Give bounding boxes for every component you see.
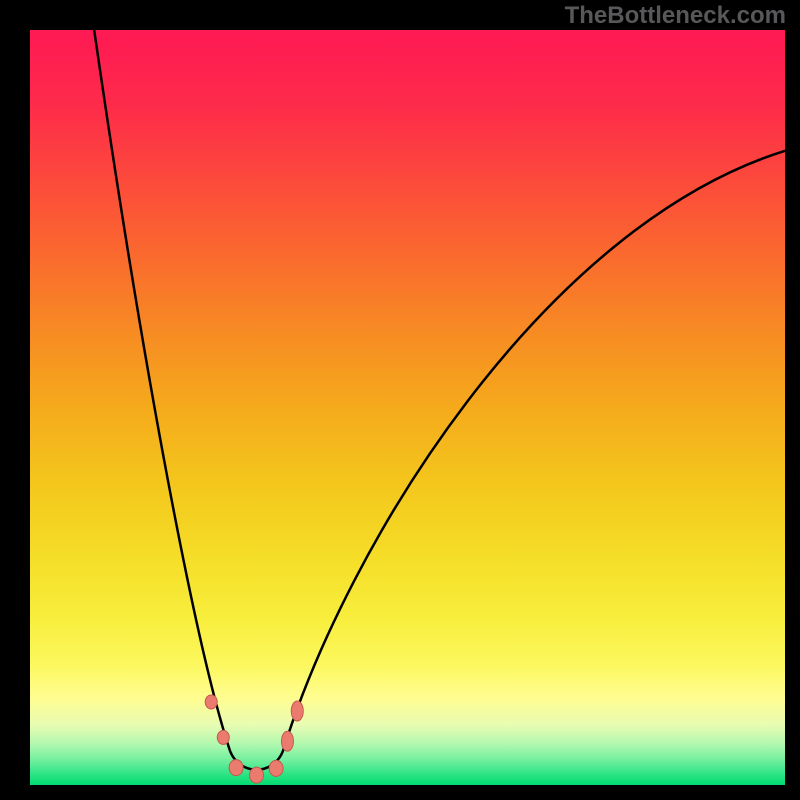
curve-marker xyxy=(217,730,229,744)
watermark-text: TheBottleneck.com xyxy=(565,2,786,30)
curve-marker xyxy=(291,701,303,721)
bottleneck-curve xyxy=(94,30,785,770)
curve-marker xyxy=(205,695,217,709)
curve-marker xyxy=(229,760,243,776)
chart-overlay-svg xyxy=(30,30,785,785)
plot-area xyxy=(30,30,785,785)
curve-marker xyxy=(281,731,293,751)
curve-markers xyxy=(205,695,303,783)
curve-marker xyxy=(250,767,264,783)
curve-marker xyxy=(269,760,283,776)
